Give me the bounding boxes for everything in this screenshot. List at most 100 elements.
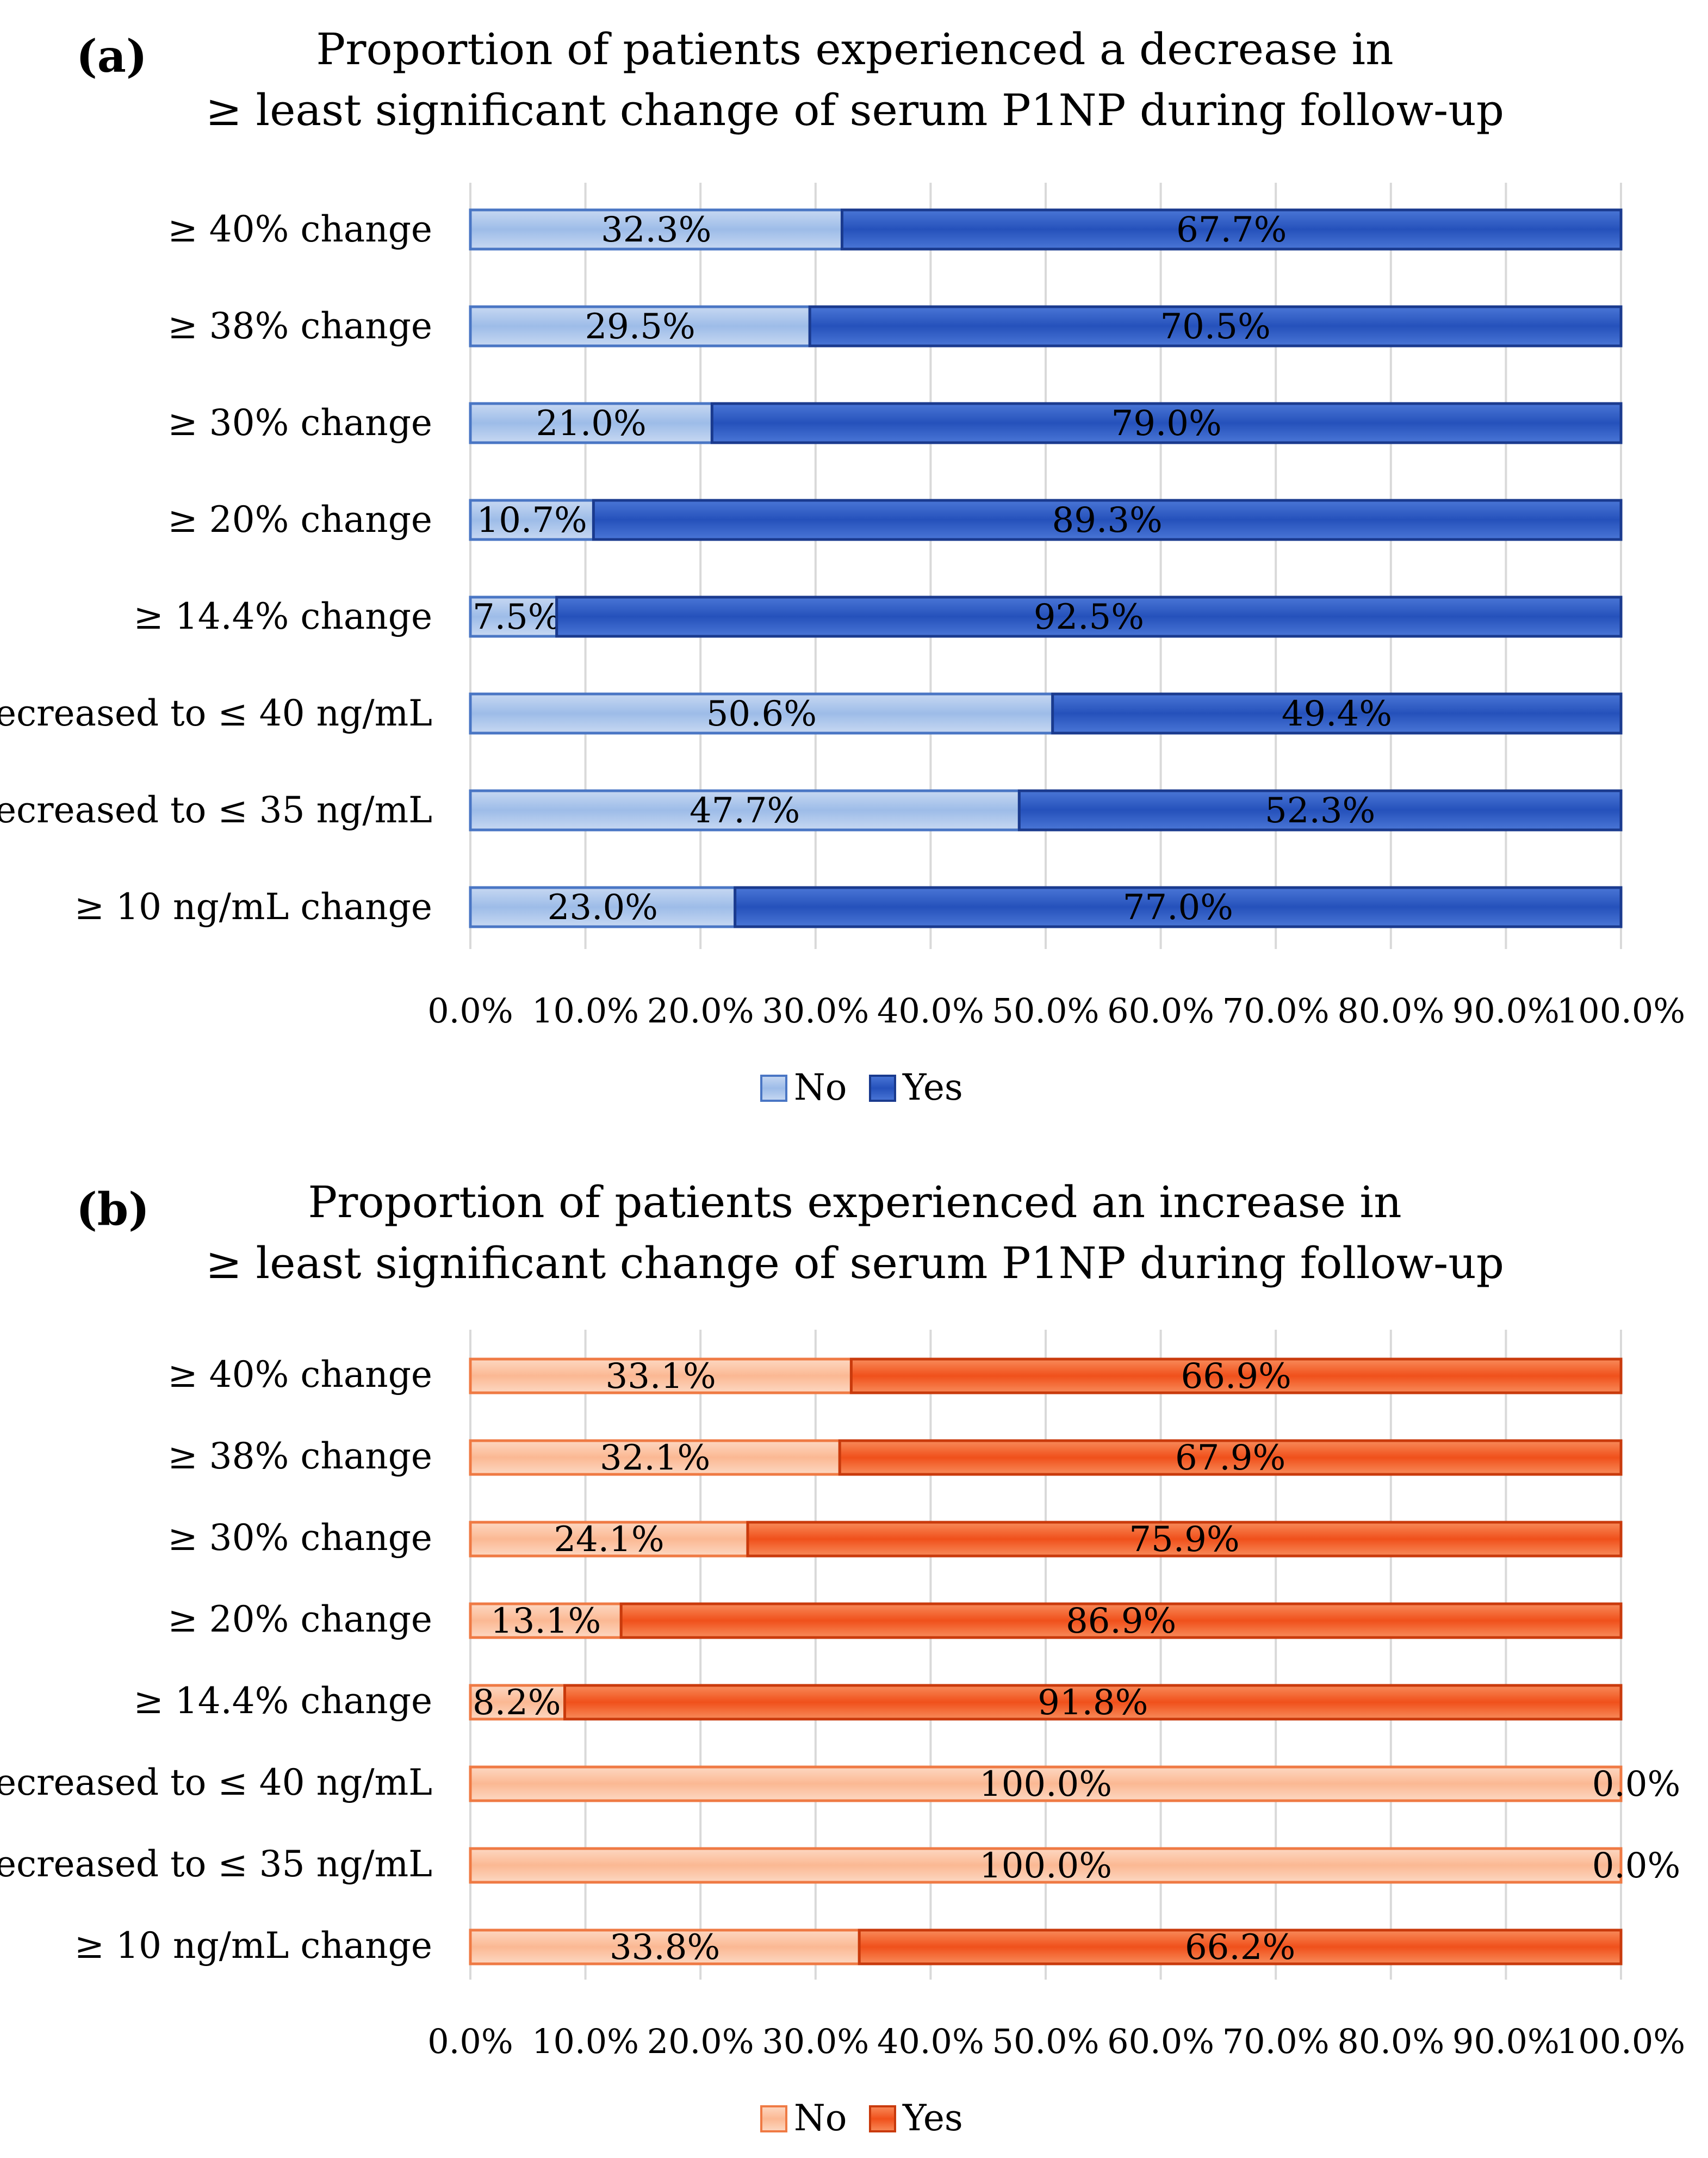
bar-value-label-yes: 66.2% xyxy=(1185,1927,1295,1968)
x-tick-label: 40.0% xyxy=(877,991,984,1031)
bar-segment-no xyxy=(469,1928,861,1965)
bar-segment-no xyxy=(469,305,811,348)
x-tick-label: 50.0% xyxy=(992,2021,1100,2061)
legend-swatch-no xyxy=(760,1075,787,1102)
bar-value-label-no: 32.3% xyxy=(601,210,711,250)
legend-label-yes: Yes xyxy=(902,1066,963,1108)
x-tick-label: 10.0% xyxy=(532,2021,639,2061)
legend-label-no: No xyxy=(794,1066,847,1108)
category-labels-a: ≥ 40% change ≥ 38% change ≥ 30% change ≥… xyxy=(0,208,432,928)
chart-panel-b: (b) Proportion of patients experienced a… xyxy=(0,1177,1685,2139)
bar-value-label-no: 21.0% xyxy=(536,404,647,444)
bar-value-label-yes: 49.4% xyxy=(1282,694,1392,734)
bar-segment-no xyxy=(469,499,595,541)
bar-value-label-no: 32.1% xyxy=(600,1438,710,1478)
bar-value-label-no: 50.6% xyxy=(706,694,817,734)
bar-segment-no xyxy=(469,1847,1623,1884)
x-tick-label: 20.0% xyxy=(647,991,754,1031)
bar-segment-yes xyxy=(710,402,1623,444)
category-label: ≥ 40% change xyxy=(167,1354,432,1396)
x-tick-label: 80.0% xyxy=(1337,991,1444,1031)
category-label: decreased to ≤ 40 ng/mL xyxy=(0,1762,432,1803)
category-label: ≥ 30% change xyxy=(167,402,432,444)
bar-segment-no xyxy=(469,1521,749,1558)
panel-label-a: (a) xyxy=(76,30,147,83)
category-label: decreased to ≤ 35 ng/mL xyxy=(0,1843,432,1885)
bars-a: 32.3% 67.7% 29.5% 70.5% 21.0% 79.0% 10.7% 89.3%… xyxy=(469,208,1623,928)
bar-value-label-no: 29.5% xyxy=(585,307,695,347)
bar-value-label-yes: 0.0% xyxy=(1592,1764,1681,1804)
bar-segment-no xyxy=(469,402,713,444)
bar-segment-yes xyxy=(563,1684,1623,1721)
x-tick-label: 70.0% xyxy=(1222,991,1330,1031)
category-label: ≥ 14.4% change xyxy=(133,1680,432,1722)
gridlines-a xyxy=(469,183,1622,949)
bar-segment-no xyxy=(469,208,843,251)
bar-value-label-yes: 89.3% xyxy=(1052,500,1163,541)
bar-value-label-no: 100.0% xyxy=(979,1846,1112,1886)
x-tick-label: 30.0% xyxy=(762,2021,869,2061)
bar-value-label-yes: 52.3% xyxy=(1265,791,1375,831)
x-tick-label: 90.0% xyxy=(1452,991,1560,1031)
chart-title-a-line2: ≥ least significant change of serum P1NP… xyxy=(206,85,1504,135)
bar-segment-no xyxy=(469,1357,853,1394)
bar-value-label-yes: 79.0% xyxy=(1111,404,1222,444)
category-label: ≥ 40% change xyxy=(167,208,432,250)
category-label: ≥ 38% change xyxy=(167,305,432,347)
category-label: ≥ 30% change xyxy=(167,1517,432,1559)
bar-value-label-no: 47.7% xyxy=(690,791,800,831)
x-tick-label: 70.0% xyxy=(1222,2021,1330,2061)
bar-value-label-no: 23.0% xyxy=(548,888,658,928)
x-tick-label: 0.0% xyxy=(427,2021,513,2061)
category-label: ≥ 10 ng/mL change xyxy=(74,1925,432,1967)
bar-segment-yes xyxy=(592,499,1623,541)
bar-value-label-no: 100.0% xyxy=(979,1764,1112,1804)
bar-segment-yes xyxy=(858,1928,1623,1965)
bar-segment-no xyxy=(469,789,1021,832)
legend-label-no: No xyxy=(794,2097,847,2139)
bar-value-label-yes: 75.9% xyxy=(1129,1520,1239,1560)
bar-value-label-yes: 91.8% xyxy=(1038,1683,1148,1723)
bar-value-label-yes: 70.5% xyxy=(1160,307,1270,347)
bar-value-label-no: 13.1% xyxy=(490,1601,601,1641)
category-label: ≥ 10 ng/mL change xyxy=(74,886,432,928)
category-label: ≥ 14.4% change xyxy=(133,596,432,637)
category-label: decreased to ≤ 40 ng/mL xyxy=(0,692,432,734)
x-tick-label: 90.0% xyxy=(1452,2021,1560,2061)
legend-a: No Yes xyxy=(760,1066,963,1108)
bars-b: 33.1% 66.9% 32.1% 67.9% 24.1% 75.9% 13.1% 86.9%… xyxy=(469,1356,1681,1968)
bar-value-label-yes: 77.0% xyxy=(1123,888,1233,928)
x-tick-label: 0.0% xyxy=(427,991,513,1031)
chart-title-b-line1: Proportion of patients experienced an in… xyxy=(308,1177,1401,1227)
bar-segment-yes xyxy=(849,1357,1623,1394)
x-tick-label: 60.0% xyxy=(1107,991,1214,1031)
bar-value-label-no: 10.7% xyxy=(477,500,587,541)
panel-label-b: (b) xyxy=(76,1183,150,1236)
category-label: ≥ 20% change xyxy=(167,499,432,541)
bar-segment-yes xyxy=(555,596,1623,638)
bar-value-label-no: 7.5% xyxy=(473,597,561,637)
bar-segment-no xyxy=(469,1765,1623,1802)
bar-segment-yes xyxy=(1051,692,1623,735)
legend-label-yes: Yes xyxy=(902,2097,963,2139)
legend-swatch-yes xyxy=(869,2105,896,2132)
bar-segment-no xyxy=(469,1602,623,1639)
category-labels-b: ≥ 40% change ≥ 38% change ≥ 30% change ≥… xyxy=(0,1354,432,1967)
category-label: ≥ 38% change xyxy=(167,1435,432,1477)
x-tick-label: 100.0% xyxy=(1557,991,1685,1031)
x-tick-label: 20.0% xyxy=(647,2021,754,2061)
legend-b: No Yes xyxy=(760,2097,963,2139)
bar-value-label-yes: 86.9% xyxy=(1066,1601,1176,1641)
bar-segment-yes xyxy=(838,1439,1623,1476)
bar-value-label-no: 33.1% xyxy=(606,1356,716,1397)
x-tick-label: 60.0% xyxy=(1107,2021,1214,2061)
category-label: decreased to ≤ 35 ng/mL xyxy=(0,789,432,831)
chart-title-a-line1: Proportion of patients experienced a dec… xyxy=(316,24,1393,75)
category-label: ≥ 20% change xyxy=(167,1598,432,1640)
bar-segment-yes xyxy=(808,305,1623,348)
chart-title-b-line2: ≥ least significant change of serum P1NP… xyxy=(206,1238,1504,1288)
x-tick-label: 40.0% xyxy=(877,2021,984,2061)
bar-value-label-yes: 67.7% xyxy=(1176,210,1287,250)
bar-value-label-yes: 92.5% xyxy=(1034,597,1144,637)
x-tick-label: 80.0% xyxy=(1337,2021,1444,2061)
